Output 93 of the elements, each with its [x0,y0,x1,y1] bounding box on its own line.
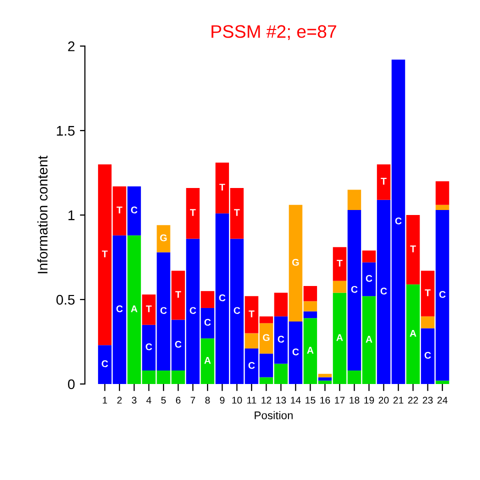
x-tick-label: 18 [350,396,360,404]
bar [348,190,362,210]
bar [406,284,420,384]
bar [304,286,318,302]
chart-title: PSSM #2; e=87 [212,25,336,40]
text: C [116,305,123,312]
bar [200,338,214,384]
bar [376,164,390,200]
bar [200,291,214,308]
series-label: G [160,234,167,242]
text: T [336,260,343,267]
x-tick-label: 16 [320,396,330,404]
bar [436,380,450,384]
bar [420,316,434,328]
x-tick-label: 2 [117,396,122,404]
text: C [366,274,372,282]
text: T [410,246,416,252]
x-tick-label: 24 [437,396,448,404]
x-tick-label: 5 [161,396,166,404]
x-tick-label: 22 [408,396,418,404]
text: T [219,184,226,191]
text: G [262,334,270,341]
text: C [102,360,108,368]
y-tick-label: 0.5 [56,294,75,305]
text: C [439,291,446,298]
text: T [380,178,387,185]
bar [186,188,200,239]
text: C [292,348,299,356]
text: G [292,258,299,266]
x-tick-label: 4 [146,396,152,404]
bar [142,294,156,325]
text: C [160,307,167,314]
text: C [395,218,402,224]
series-label: T [146,305,152,312]
text: T [234,209,240,216]
text: C [175,340,182,348]
x-axis-title: Position [254,411,293,420]
y-axis-title: Information content [37,156,48,274]
text: C [190,307,196,314]
text: T [102,250,108,258]
text: C [131,206,138,214]
text: A [130,305,138,312]
text: C [278,336,284,343]
x-tick-label: 1 [102,396,108,404]
bar [318,377,332,381]
bar [436,204,450,210]
x-tick-label: 15 [306,396,316,404]
text: T [116,206,122,214]
bar [362,250,376,262]
x-tick-label: 23 [422,396,433,404]
x-tick-label: 10 [232,396,242,404]
bar [332,280,346,293]
y-tick-label: 2 [68,41,74,52]
x-tick-label: 20 [378,396,389,404]
x-tick-label: 11 [247,396,256,404]
bar [332,247,346,281]
x-tick-label: 6 [176,396,180,404]
text: T [190,209,196,216]
x-tick-label: 7 [190,396,196,404]
text: C [234,307,240,314]
text: C [146,343,152,350]
y-tick-label: 1 [68,210,74,220]
text: C [204,318,211,326]
bar [436,181,450,205]
y-tick-label: 1.5 [56,126,75,136]
y-tick-label: 0 [68,379,75,390]
bar [304,311,318,318]
text: C [380,288,387,295]
bar [127,186,141,236]
x-tick-label: 3 [132,396,136,404]
text: T [248,310,254,318]
text: C [219,294,226,302]
text: C [424,352,431,359]
series-label: C [248,362,255,369]
x-tick-label: 8 [205,396,210,404]
x-tick-label: 13 [276,396,286,404]
x-tick-label: 9 [220,396,224,404]
text: A [307,346,314,354]
x-tick-label: 14 [290,396,301,404]
text: A [336,334,343,341]
bar [171,270,185,320]
x-tick-label: 21 [393,396,404,404]
bar [274,292,288,316]
text: T [424,289,431,296]
series-label: A [204,357,211,364]
text: C [351,286,358,293]
x-tick-label: 17 [334,396,345,404]
bar [156,225,170,252]
text: A [366,336,372,343]
x-tick-label: 19 [364,396,374,404]
text: A [410,330,416,337]
x-tick-label: 12 [262,396,272,404]
text: T [175,291,182,298]
